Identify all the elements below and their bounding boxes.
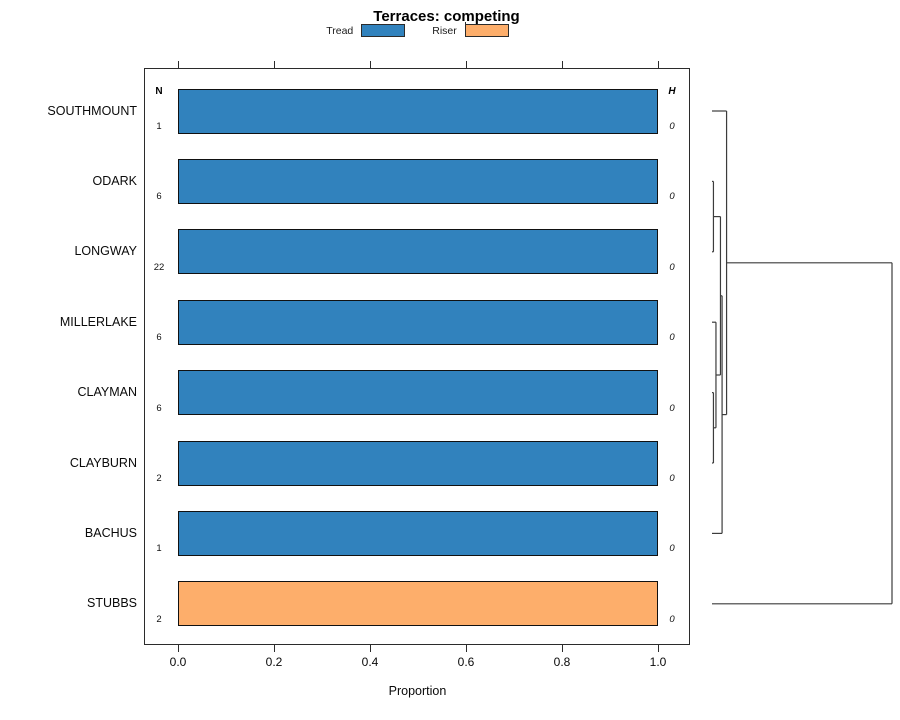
legend-item-tread: Tread (326, 24, 406, 37)
n-value-clayman: 6 (156, 402, 162, 414)
legend-item-riser: Riser (432, 24, 509, 37)
bar-millerlake-tread (178, 299, 658, 345)
legend-label-riser: Riser (432, 24, 457, 37)
h-value-millerlake: 0 (669, 332, 675, 344)
n-value-odark: 6 (156, 191, 162, 203)
bar-clayburn-tread (178, 440, 658, 486)
axis-tick-top (658, 61, 660, 68)
n-value-southmount: 1 (156, 121, 162, 132)
bar-clayman-tread (178, 370, 658, 416)
chart-title: Terraces: competing (373, 8, 520, 25)
axis-tick-bottom (658, 645, 660, 652)
axis-tick-top (274, 61, 276, 68)
h-value-clayburn: 0 (669, 473, 675, 484)
n-value-bachus: 1 (156, 543, 162, 555)
h-column-header: H (668, 86, 676, 97)
n-value-longway: 22 (153, 261, 165, 273)
axis-tick-label: 0.6 (457, 655, 475, 669)
n-column-header: N (155, 86, 163, 97)
row-label-southmount: SOUTHMOUNT (47, 103, 137, 118)
row-label-stubbs: STUBBS (86, 596, 137, 611)
row-label-clayman: CLAYMAN (77, 385, 137, 400)
bar-southmount-tread (178, 88, 658, 134)
bar-stubbs-riser (178, 581, 658, 627)
axis-tick-label: 1.0 (649, 655, 667, 669)
axis-tick-label: 0.4 (361, 655, 379, 669)
axis-tick-label: 0.2 (265, 655, 283, 669)
axis-tick-bottom (178, 645, 180, 652)
row-label-bachus: BACHUS (84, 525, 137, 540)
n-value-millerlake: 6 (156, 332, 162, 344)
x-axis-label: Proportion (388, 684, 447, 698)
legend-swatch-tread (361, 24, 406, 37)
h-value-clayman: 0 (669, 402, 675, 414)
axis-tick-top (562, 61, 564, 68)
bar-longway-tread (178, 229, 658, 275)
plot-border (144, 68, 690, 645)
axis-tick-bottom (466, 645, 468, 652)
n-value-stubbs: 2 (156, 613, 162, 625)
stray-axis-tick (465, 22, 467, 33)
bar-bachus-tread (178, 510, 658, 556)
axis-tick-top (466, 61, 468, 68)
axis-tick-bottom (562, 645, 564, 652)
row-label-longway: LONGWAY (74, 244, 137, 259)
h-value-bachus: 0 (669, 543, 675, 555)
legend: Tread Riser (144, 24, 691, 37)
h-value-odark: 0 (669, 191, 675, 203)
row-label-odark: ODARK (92, 173, 137, 188)
axis-tick-bottom (370, 645, 372, 652)
bar-odark-tread (178, 158, 658, 204)
row-label-clayburn: CLAYBURN (69, 455, 137, 470)
axis-tick-label: 0.0 (169, 655, 187, 669)
h-value-longway: 0 (669, 261, 675, 273)
h-value-southmount: 0 (669, 121, 675, 132)
row-label-millerlake: MILLERLAKE (59, 314, 137, 329)
axis-tick-top (178, 61, 180, 68)
h-value-stubbs: 0 (669, 613, 675, 625)
axis-tick-bottom (274, 645, 276, 652)
n-value-clayburn: 2 (156, 473, 162, 484)
legend-label-tread: Tread (326, 24, 354, 37)
axis-tick-top (370, 61, 372, 68)
axis-tick-label: 0.8 (553, 655, 571, 669)
